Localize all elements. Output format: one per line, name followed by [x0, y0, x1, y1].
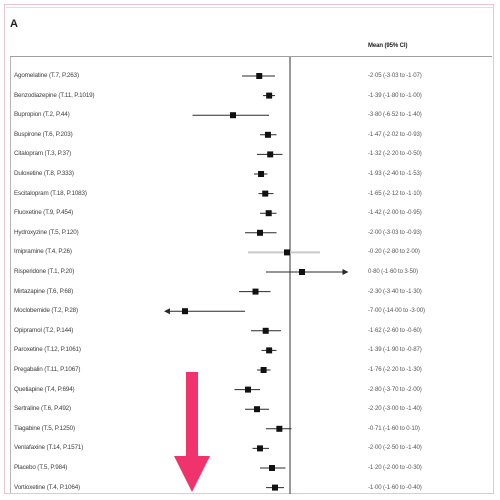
row-label: Venlafaxine (T.14, P.1571) [14, 444, 84, 452]
point-estimate-marker [245, 386, 251, 393]
point-estimate-marker [265, 210, 272, 217]
row-ci-text: -1·76 (-2·20 to -1·30) [368, 366, 422, 373]
row-ci-text: -3·80 (-6·52 to -1·40) [368, 111, 422, 119]
point-estimate-marker [264, 131, 271, 138]
point-estimate-marker [262, 190, 269, 197]
point-estimate-marker [272, 484, 278, 491]
row-ci-text: -2·00 (-2·50 to -1·40) [368, 444, 422, 452]
column-header-mean-ci: Mean (95% CI) [368, 43, 408, 49]
row-ci-text: -2·00 (-3·03 to -0·93) [368, 228, 422, 236]
point-estimate-marker [269, 465, 275, 471]
row-label: Quetiapine (T.4, P.694) [14, 385, 75, 393]
row-label: Paroxetine (T.12, P.1061) [14, 346, 81, 354]
row-ci-text: -2·80 (-3·70 to -2·00) [368, 385, 422, 393]
row-ci-text: -1·39 (-1·80 to -1·00) [368, 91, 422, 99]
row-ci-text: -1·42 (-2·00 to -0·95) [368, 209, 422, 217]
point-estimate-marker [182, 308, 188, 315]
point-estimate-marker [266, 347, 273, 354]
row-ci-text: -1·20 (-2·00 to -0·30) [368, 464, 422, 471]
top-divider [6, 7, 494, 8]
row-label: Buspirone (T.6, P.203) [14, 130, 73, 138]
row-label: Moclobemide (T.2, P.28) [14, 307, 78, 315]
row-label: Sertraline (T.6, P.492) [14, 405, 71, 413]
row-label: Opipramol (T.2, P.144) [14, 326, 74, 334]
row-label: Escitalopram (T.18, P.1083) [14, 189, 87, 197]
row-ci-text: -1·00 (-1·60 to -0·40) [368, 483, 422, 491]
row-ci-text: -7·00 (-14·00 to -3·00) [368, 307, 425, 315]
header-divider [10, 56, 492, 57]
row-ci-text: -1·32 (-2·20 to -0·50) [368, 150, 422, 158]
point-estimate-marker [252, 288, 259, 295]
row-label: Bupropion (T.2, P.44) [14, 111, 70, 119]
row-label: Vortioxetine (T.4, P.1064) [14, 483, 80, 491]
row-label: Fluoxetine (T.9, P.454) [14, 209, 74, 217]
figure-frame [4, 4, 494, 494]
row-label: Placebo (T.5, P.984) [14, 464, 68, 471]
row-label: Duloxetine (T.8, P.333) [14, 170, 74, 177]
row-ci-text: -1·62 (-2·60 to -0·60) [368, 326, 422, 334]
point-estimate-marker [262, 327, 269, 334]
row-label: Imipramine (T.4, P.26) [14, 248, 72, 256]
point-estimate-marker [258, 171, 265, 177]
point-estimate-marker [276, 425, 283, 432]
point-estimate-marker [257, 229, 263, 236]
row-label: Citalopram (T.3, P.37) [14, 150, 72, 158]
point-estimate-marker [299, 269, 305, 275]
row-ci-text: -2·20 (-3·00 to -1·40) [368, 405, 422, 413]
ci-arrow-left-icon [164, 308, 170, 315]
row-ci-text: -1·65 (-2·12 to -1·10) [368, 189, 422, 197]
row-label: Risperidone (T.1, P.20) [14, 268, 75, 275]
left-border-line [10, 57, 11, 493]
row-label: Hydroxyzine (T.5, P.120) [14, 228, 79, 236]
row-label: Benzodiazepine (T.11, P.1019) [14, 91, 95, 99]
point-estimate-marker [257, 445, 263, 452]
point-estimate-marker [254, 406, 260, 413]
row-label: Pregabalin (T.11, P.1067) [14, 366, 81, 373]
point-estimate-marker [284, 249, 290, 256]
point-estimate-marker [266, 92, 273, 99]
row-ci-text: -2·05 (-3·03 to -1·07) [368, 72, 422, 79]
row-ci-text: -1·93 (-2·40 to -1·53) [368, 170, 422, 177]
row-label: Agomelatine (T.7, P.263) [14, 72, 79, 79]
row-ci-text: -0·71 (-1·60 to 0·10) [368, 424, 420, 432]
point-estimate-marker [267, 151, 274, 158]
row-label: Mirtazapine (T.6, P.68) [14, 287, 74, 295]
row-ci-text: -0·20 (-2·80 to 2·00) [368, 248, 420, 256]
point-estimate-marker [260, 367, 267, 373]
row-label: Tiagabine (T.5, P.1250) [14, 424, 75, 432]
point-estimate-marker [256, 73, 263, 79]
row-ci-text: -2·30 (-3·40 to -1·30) [368, 287, 422, 295]
panel-label: A [10, 18, 18, 30]
row-ci-text: 0·80 (-1·60 to 3·50) [368, 268, 418, 275]
pointer-arrow-icon [174, 372, 210, 492]
point-estimate-marker [230, 112, 236, 119]
row-ci-text: -1·47 (-2·02 to -0·93) [368, 130, 422, 138]
ci-arrow-right-icon [342, 269, 349, 275]
row-ci-text: -1·39 (-1·90 to -0·87) [368, 346, 422, 354]
